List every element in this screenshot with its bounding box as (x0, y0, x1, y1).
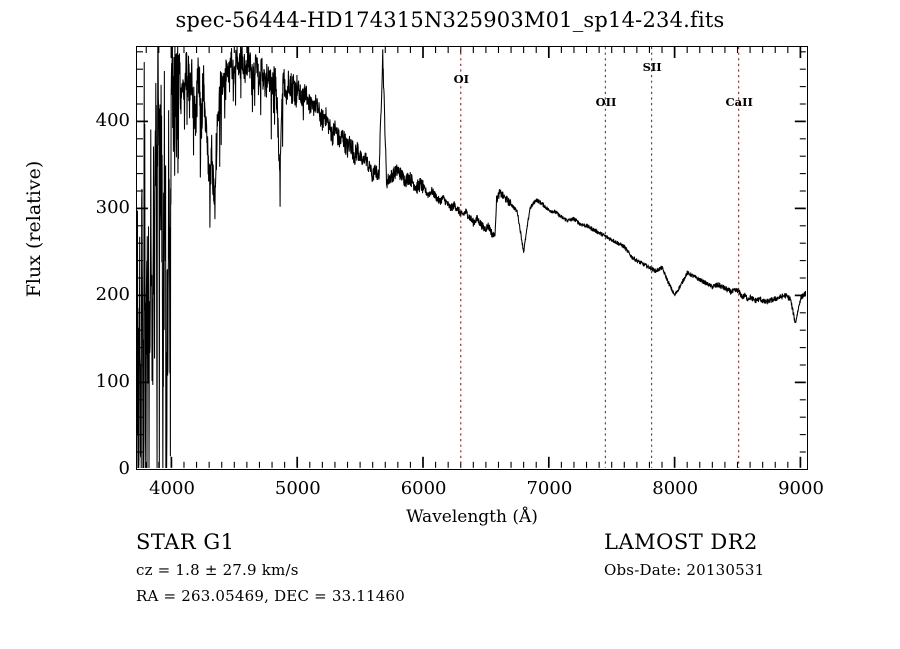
x-tick-label: 7000 (526, 478, 573, 499)
y-axis-label: Flux (relative) (23, 160, 45, 298)
line-id-label-sii: SII (642, 60, 662, 74)
y-tick-label: 300 (95, 197, 130, 218)
footer-right: LAMOST DR2 Obs-Date: 20130531 (604, 530, 894, 587)
line-id-label-caii: CaII (725, 95, 753, 109)
redshift-velocity: cz = 1.8 ± 27.9 km/s (136, 561, 299, 579)
y-tick-label: 400 (95, 110, 130, 131)
x-tick-label: 4000 (149, 478, 195, 499)
sky-coordinates: RA = 263.05469, DEC = 33.11460 (136, 587, 406, 605)
line-id-label-oii: OII (595, 95, 617, 109)
observation-date: Obs-Date: 20130531 (604, 561, 765, 579)
y-tick-label: 100 (95, 371, 130, 392)
x-tick-label: 5000 (274, 478, 321, 499)
y-tick-label: 0 (118, 458, 130, 479)
x-tick-label: 8000 (652, 478, 699, 499)
x-tick-label: 6000 (400, 478, 447, 499)
x-tick-label: 9000 (778, 478, 824, 499)
plot-area (136, 46, 808, 470)
x-axis-label: Wavelength (Å) (406, 507, 538, 527)
object-class: STAR G1 (136, 530, 235, 554)
line-id-label-oi: OI (453, 72, 470, 86)
spectrum-canvas (137, 47, 806, 468)
y-axis-tick-labels: 0 100 200 300 400 (62, 0, 130, 479)
y-tick-label: 200 (95, 284, 130, 305)
survey-name: LAMOST DR2 (604, 530, 758, 554)
footer-left: STAR G1 cz = 1.8 ± 27.9 km/s RA = 263.05… (136, 530, 566, 613)
page-title: spec-56444-HD174315N325903M01_sp14-234.f… (175, 8, 725, 32)
